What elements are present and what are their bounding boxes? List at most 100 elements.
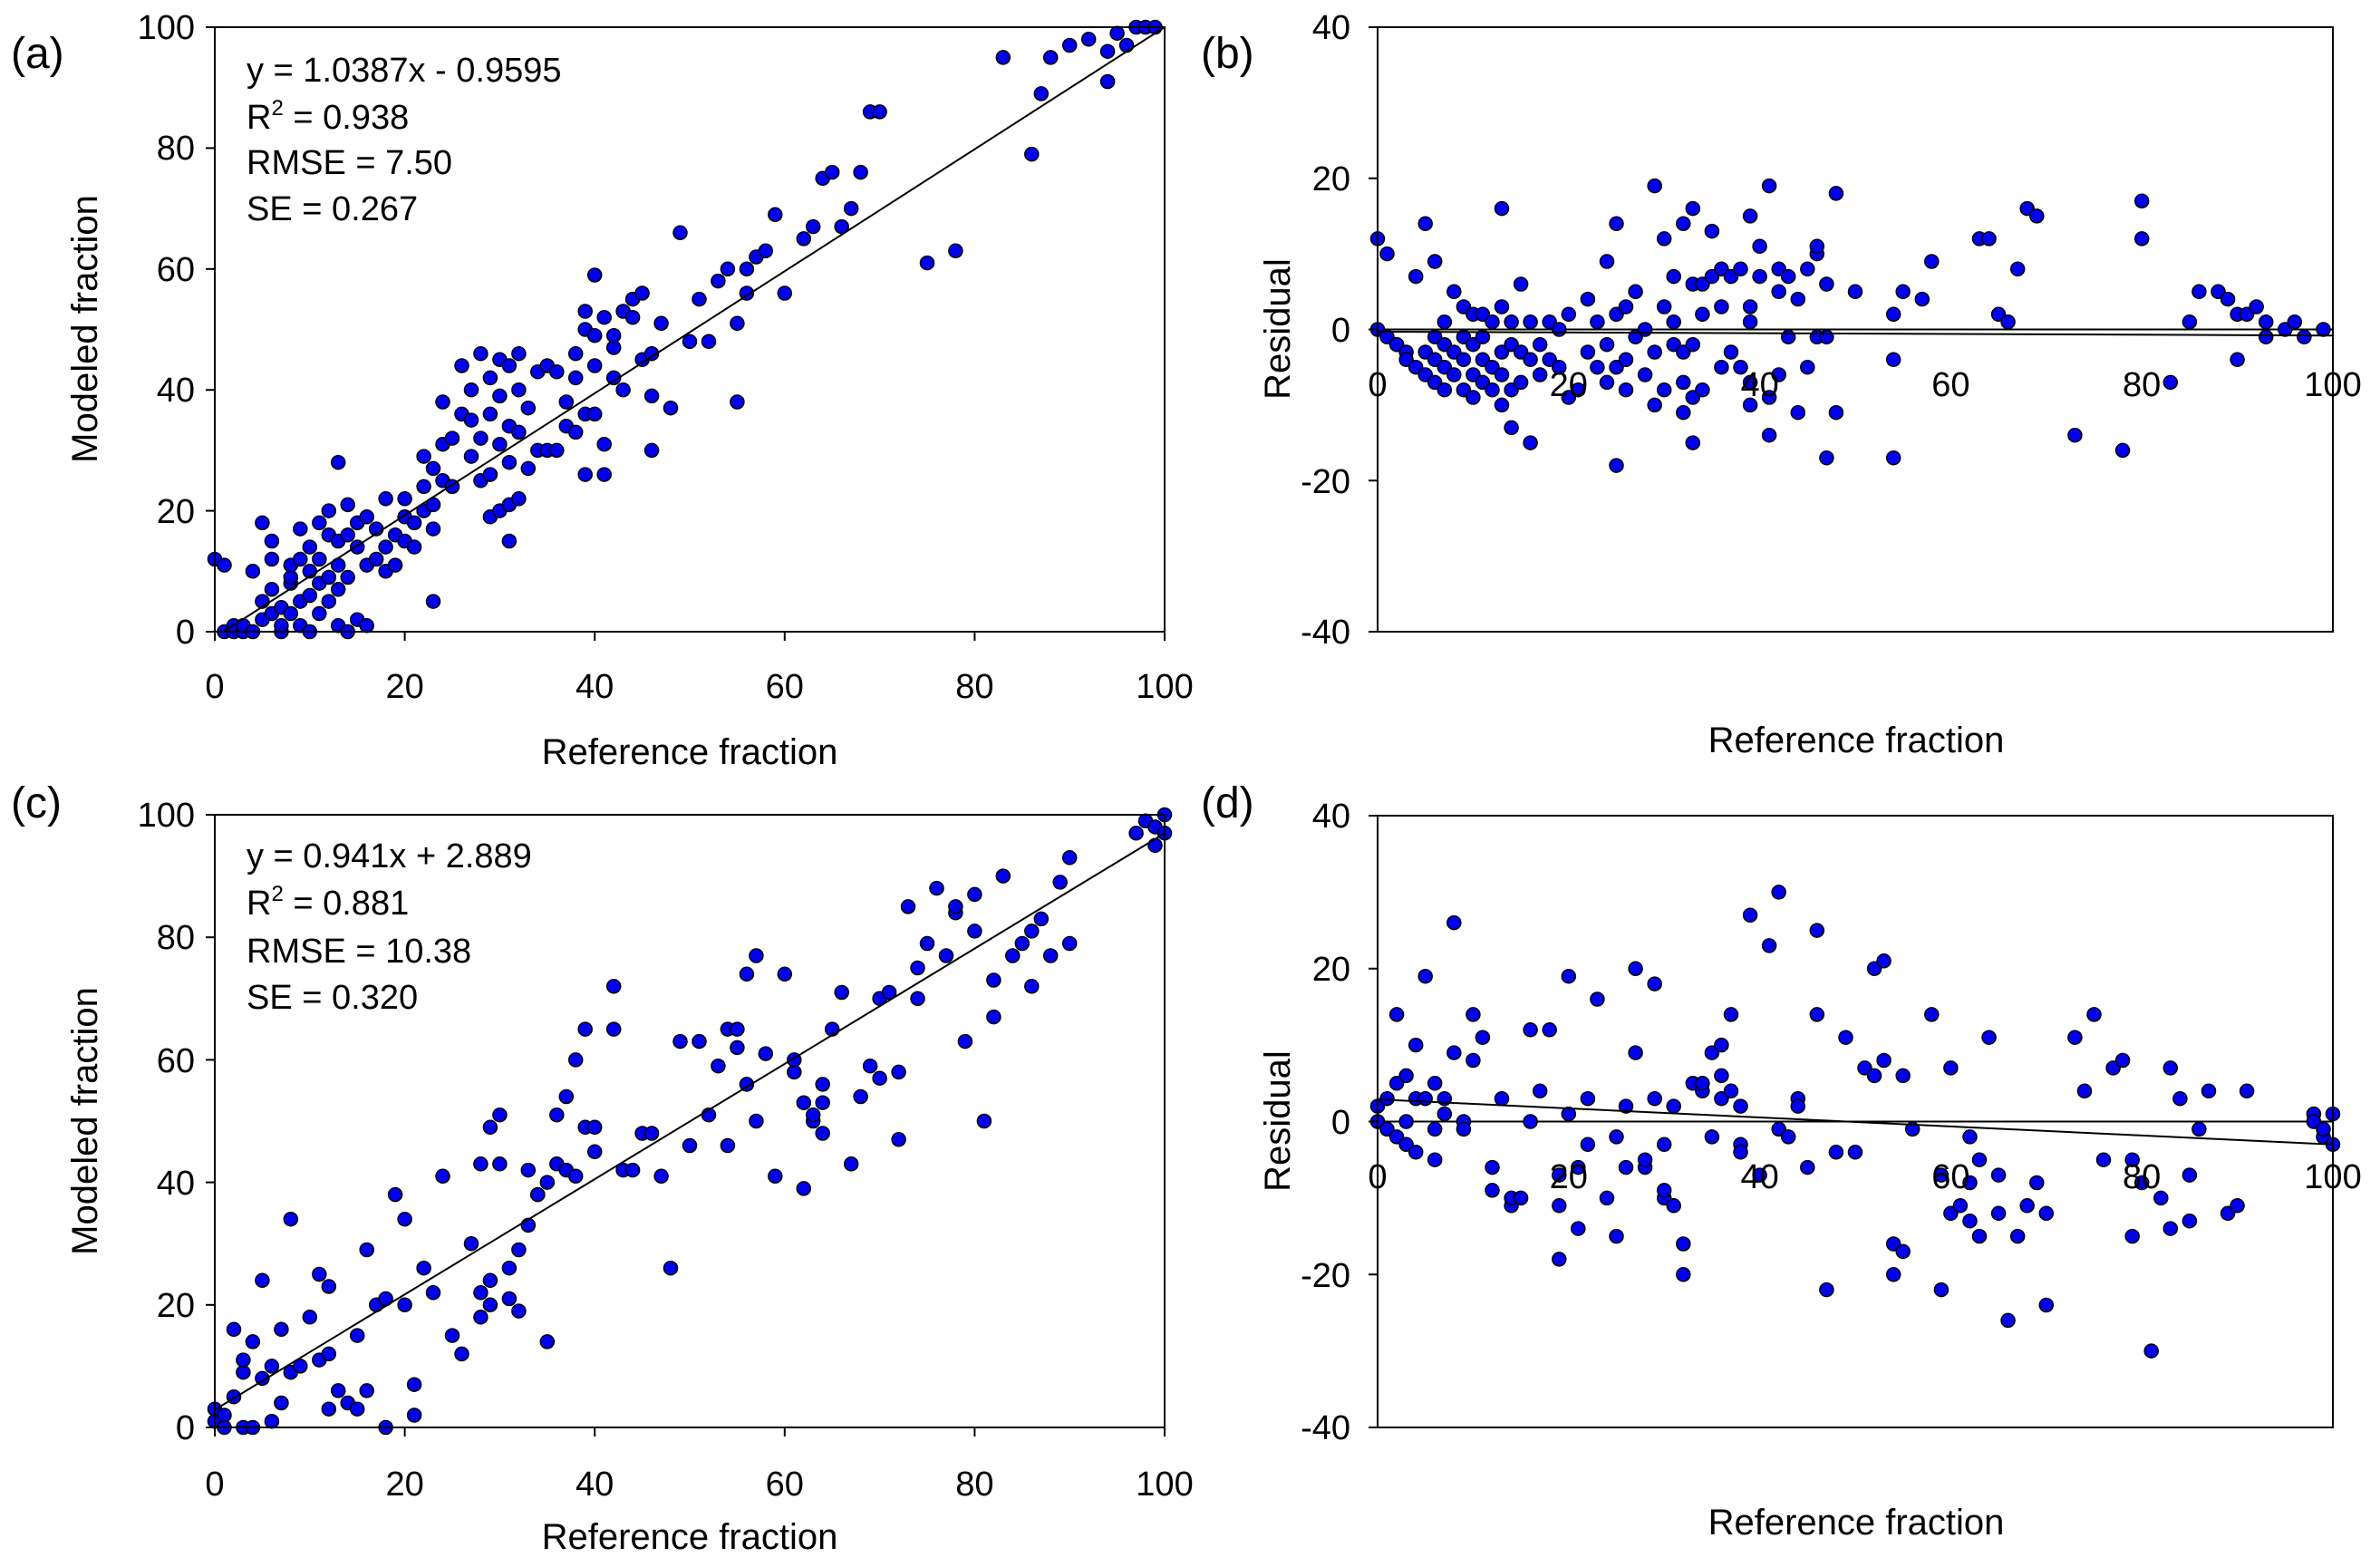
panel-d-data-point: [1379, 1090, 1395, 1107]
panel-b-data-point: [1599, 374, 1615, 391]
panel-d-y-axis-label: Residual: [1258, 1050, 1298, 1192]
panel-d-data-point: [1943, 1060, 1959, 1076]
panel-b-data-point: [1704, 223, 1720, 239]
panel-b-data-point: [1676, 216, 1691, 232]
panel-b-data-point: [1408, 268, 1424, 285]
panel-c-data-point: [397, 1297, 412, 1313]
panel-a-data-point: [492, 388, 508, 404]
panel-d-data-point: [1398, 1114, 1414, 1129]
panel-d-data-point: [1408, 1145, 1424, 1160]
panel-d-data-point: [1800, 1159, 1815, 1175]
panel-c-data-point: [501, 1291, 518, 1307]
panel-a-data-point: [1118, 37, 1135, 53]
panel-d-data-point: [1379, 1121, 1395, 1137]
panel-d-fit-line: [1377, 1098, 2334, 1146]
panel-d-data-point: [1780, 1129, 1796, 1145]
panel-d-data-point: [2095, 1152, 2112, 1167]
panel-d-x-ticks: 0 20 40 60 80 100: [1368, 1158, 2361, 1196]
panel-c-data-point: [444, 1328, 460, 1343]
panel-d-data-point: [1456, 1121, 1472, 1137]
panel-d-data-point: [1742, 907, 1758, 923]
panel-a-data-point: [330, 582, 346, 597]
panel-a-data-point: [1080, 32, 1097, 47]
panel-d-data-point: [1408, 1037, 1424, 1053]
panel-c-data-point: [986, 1009, 1001, 1025]
panel-d-data-point: [1819, 1282, 1834, 1298]
panel-b-data-point: [1485, 382, 1500, 398]
panel-c-data-point: [929, 880, 944, 896]
panel-d-data-point: [1580, 1137, 1596, 1153]
panel-a-data-point: [359, 509, 374, 525]
panel-a-data-point: [245, 564, 261, 579]
panel-d-data-point: [1523, 1114, 1538, 1129]
panel-a-data-point: [501, 454, 518, 470]
panel-d-data-point: [1895, 1068, 1911, 1084]
panel-b-ytick-label: 40: [1312, 9, 1350, 47]
panel-a-data-point: [387, 557, 403, 573]
panel-c-data-point: [919, 935, 935, 952]
panel-b-x-ticks: 0 20 40 60 80 100: [1368, 366, 2361, 404]
panel-b-fit-line: [1377, 331, 2334, 337]
panel-b-data-point: [1914, 291, 1930, 307]
panel-c-data-point: [1147, 837, 1163, 854]
panel-c-data-point: [586, 1119, 603, 1136]
panel-a-data-point: [758, 243, 774, 259]
panel-c-data-point: [321, 1279, 337, 1294]
panel-c-data-point: [815, 1077, 830, 1092]
panel-c-data-point: [624, 1162, 641, 1178]
panel-c-xtick-label: 100: [1136, 1465, 1193, 1504]
panel-d-data-point: [1933, 1167, 1949, 1183]
panel-d-data-point: [1676, 1267, 1691, 1282]
panel-c-data-point: [274, 1395, 289, 1411]
panel-d-data-point: [1876, 1052, 1891, 1069]
panel-b-data-point: [1504, 420, 1519, 436]
panel-b-data-point: [1552, 322, 1567, 337]
panel-b-data-point: [1427, 329, 1443, 345]
panel-c-data-point: [605, 1021, 622, 1037]
panel-b-data-point: [1790, 404, 1806, 421]
panel-d-data-point: [1723, 1007, 1739, 1022]
panel-c-data-point: [359, 1383, 374, 1398]
panel-a-data-point: [730, 315, 745, 332]
panel-a-equation: y = 1.0387x - 0.9595: [247, 52, 562, 90]
panel-b-data-point: [2133, 231, 2150, 247]
panel-d-data-point: [2230, 1198, 2245, 1214]
panel-c-data-point: [321, 1401, 337, 1417]
panel-c-data-point: [302, 1310, 318, 1325]
panel-b-data-point: [2114, 442, 2131, 459]
panel-a-data-point: [454, 358, 469, 373]
panel-d-data-point: [1828, 1145, 1844, 1160]
panel-b-data-point: [1761, 427, 1777, 443]
panel-c-data-point: [236, 1364, 251, 1380]
panel-c-data-point: [900, 899, 916, 914]
panel-b-data-point: [1552, 359, 1567, 375]
panel-a-data-point: [549, 442, 565, 459]
panel-d-data-point: [1494, 1090, 1510, 1107]
panel-d-data-point: [2067, 1030, 2083, 1045]
panel-b-data-point: [1695, 382, 1710, 398]
panel-d-data-point: [1752, 1167, 1767, 1183]
panel-d-data-point: [1838, 1030, 1853, 1045]
panel-a-data-point: [302, 539, 318, 555]
panel-a-data-point: [520, 460, 537, 477]
panel-a-xtick-label: 0: [205, 668, 224, 706]
panel-d-data-point: [1427, 1076, 1443, 1091]
panel-a-data-point: [577, 467, 593, 482]
panel-a-data-point: [293, 551, 308, 567]
panel-c-data-point: [957, 1033, 973, 1050]
panel-b-xtick-label: 80: [2123, 366, 2161, 404]
panel-c-data-point: [473, 1285, 489, 1301]
panel-b-data-point: [1819, 329, 1834, 345]
panel-b-ytick-label: -40: [1301, 614, 1350, 652]
panel-d-data-point: [1571, 1221, 1586, 1236]
panel-d-data-point: [1866, 1068, 1882, 1084]
panel-b-data-point: [2258, 314, 2274, 330]
panel-d-data-point: [1485, 1159, 1500, 1175]
panel-a-data-point: [558, 394, 575, 410]
panel-b-data-point: [1485, 314, 1500, 330]
panel-c-data-point: [511, 1242, 527, 1258]
panel-d-data-point: [2124, 1228, 2140, 1244]
panel-a-data-point: [586, 267, 603, 283]
panel-b-data-point: [1494, 299, 1510, 314]
